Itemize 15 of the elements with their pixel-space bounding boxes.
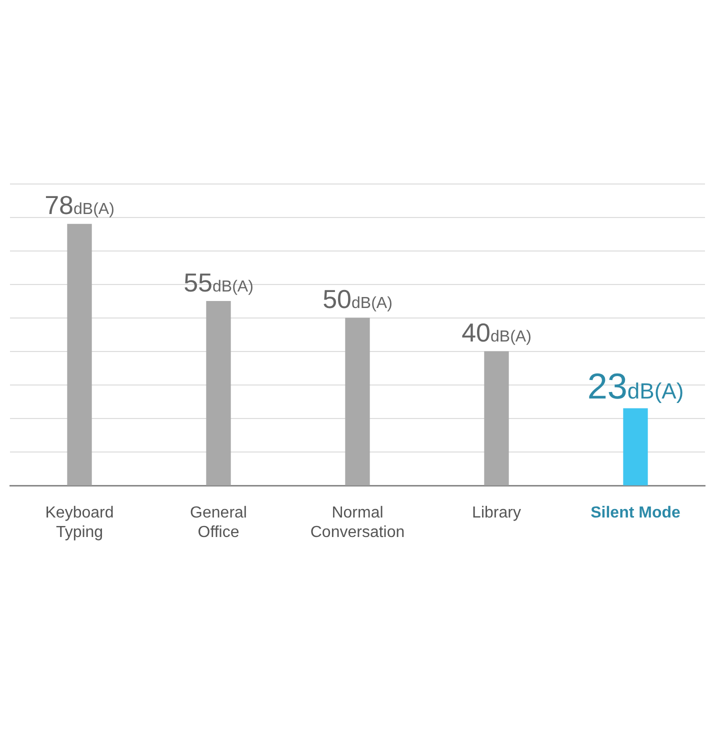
data-label: 23dB(A) (587, 366, 684, 407)
x-tick-label: Library (472, 504, 521, 522)
data-label: 55dB(A) (184, 267, 254, 298)
bar (623, 408, 648, 486)
x-tick-label: Silent Mode (590, 504, 680, 522)
bar (67, 224, 92, 486)
bar (206, 300, 231, 486)
data-label: 40dB(A) (462, 318, 532, 348)
bar (484, 351, 509, 486)
bar (345, 318, 370, 486)
x-tick-label: Keyboard Typing (45, 504, 114, 541)
data-label: 78dB(A) (44, 190, 114, 220)
x-tick-label: Normal Conversation (310, 504, 405, 541)
x-tick-label: General Office (190, 504, 247, 541)
data-label: 50dB(A) (322, 284, 392, 314)
